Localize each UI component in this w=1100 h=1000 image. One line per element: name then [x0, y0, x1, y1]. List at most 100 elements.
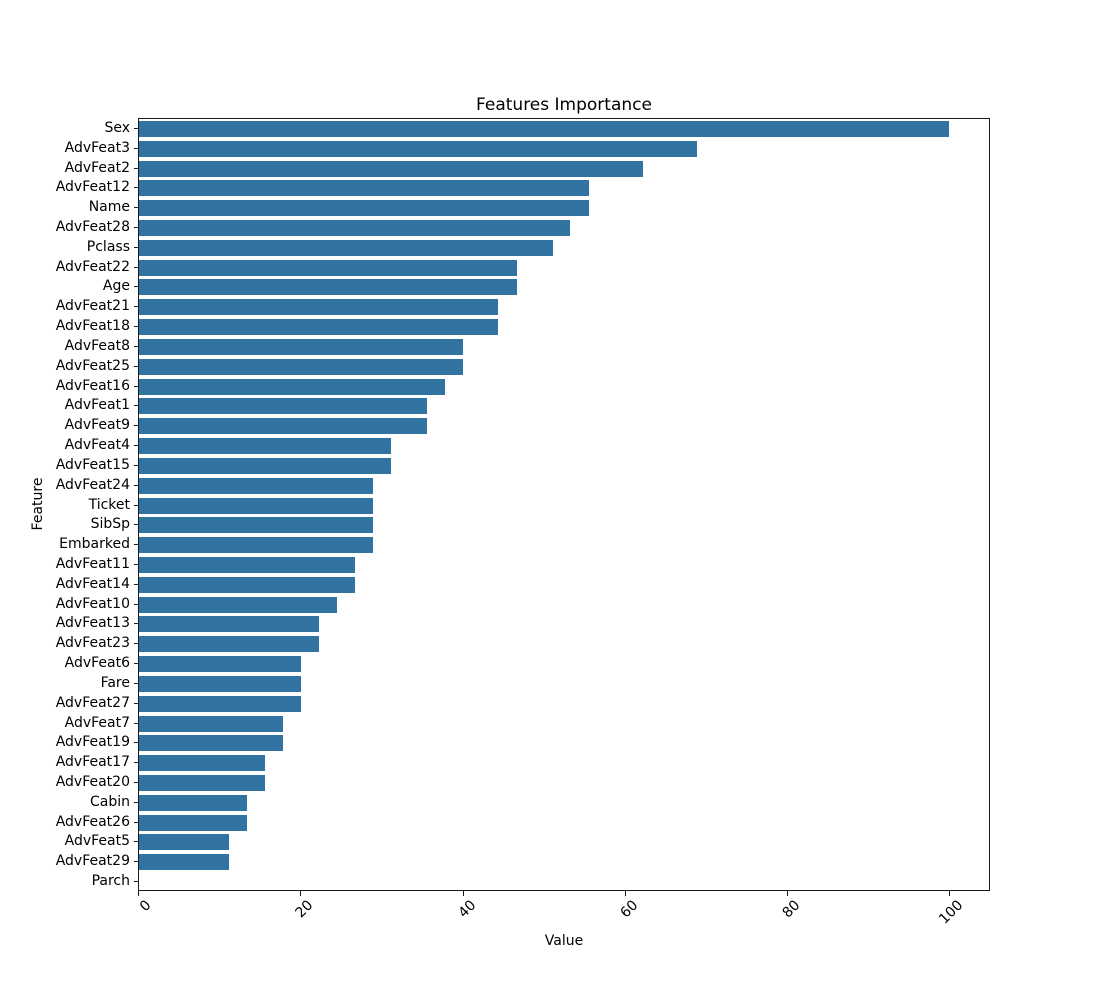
- x-tick-mark: [300, 891, 302, 896]
- y-tick-mark: [134, 801, 138, 803]
- y-tick-label: SibSp: [90, 516, 130, 533]
- y-tick-mark: [134, 663, 138, 665]
- x-tick-label: 80: [779, 897, 804, 922]
- x-tick-mark: [787, 891, 789, 896]
- y-tick-label: AdvFeat22: [55, 258, 130, 275]
- bar: [139, 180, 590, 197]
- bar: [139, 556, 356, 573]
- y-tick-label: AdvFeat27: [55, 694, 130, 711]
- y-tick-label: AdvFeat10: [55, 595, 130, 612]
- bar: [139, 160, 643, 177]
- bar: [139, 358, 463, 375]
- y-tick-mark: [134, 881, 138, 883]
- y-tick-label: AdvFeat1: [64, 397, 130, 414]
- bar: [139, 537, 373, 554]
- y-tick-mark: [134, 445, 138, 447]
- y-tick-mark: [134, 246, 138, 248]
- y-tick-mark: [134, 623, 138, 625]
- y-tick-mark: [134, 326, 138, 328]
- x-tick-mark: [624, 891, 626, 896]
- bar: [139, 656, 301, 673]
- bar: [139, 616, 319, 633]
- bar: [139, 695, 301, 712]
- bar: [139, 675, 301, 692]
- y-tick-mark: [134, 345, 138, 347]
- bar: [139, 854, 229, 871]
- y-tick-mark: [134, 722, 138, 724]
- y-tick-label: Pclass: [86, 238, 130, 255]
- y-tick-label: AdvFeat6: [64, 655, 130, 672]
- bar: [139, 814, 247, 831]
- y-tick-mark: [134, 147, 138, 149]
- y-tick-label: AdvFeat2: [64, 159, 130, 176]
- y-tick-mark: [134, 385, 138, 387]
- y-tick-label: AdvFeat26: [55, 813, 130, 830]
- bar: [139, 794, 247, 811]
- x-tick-mark: [138, 891, 139, 896]
- y-tick-label: AdvFeat12: [55, 179, 130, 196]
- y-tick-label: Ticket: [88, 496, 130, 513]
- bar: [139, 200, 590, 217]
- bar: [139, 120, 949, 137]
- y-tick-mark: [134, 841, 138, 843]
- bar: [139, 338, 463, 355]
- y-tick-mark: [134, 682, 138, 684]
- y-tick-mark: [134, 484, 138, 486]
- bar: [139, 636, 319, 653]
- y-tick-label: AdvFeat19: [55, 734, 130, 751]
- y-tick-label: Fare: [100, 674, 130, 691]
- y-tick-mark: [134, 563, 138, 565]
- y-tick-mark: [134, 167, 138, 169]
- bar: [139, 477, 373, 494]
- bar: [139, 438, 391, 455]
- bar: [139, 755, 266, 772]
- y-tick-label: AdvFeat7: [64, 714, 130, 731]
- y-tick-label: AdvFeat3: [64, 139, 130, 156]
- x-tick-label: 0: [136, 897, 155, 915]
- y-tick-label: AdvFeat17: [55, 754, 130, 771]
- bar: [139, 576, 356, 593]
- bar: [139, 517, 373, 534]
- y-tick-mark: [134, 702, 138, 704]
- bar: [139, 774, 266, 791]
- bar: [139, 319, 499, 336]
- y-tick-mark: [134, 464, 138, 466]
- x-axis-label: Value: [544, 933, 584, 949]
- y-tick-label: AdvFeat5: [64, 833, 130, 850]
- bar: [139, 220, 571, 236]
- y-tick-mark: [134, 286, 138, 288]
- y-tick-label: AdvFeat23: [55, 635, 130, 652]
- y-tick-label: AdvFeat25: [55, 357, 130, 374]
- y-tick-mark: [134, 227, 138, 228]
- y-tick-mark: [134, 583, 138, 585]
- y-tick-label: AdvFeat13: [55, 615, 130, 632]
- x-tick-mark: [462, 891, 464, 896]
- y-tick-mark: [134, 742, 138, 744]
- y-tick-mark: [134, 405, 138, 407]
- y-tick-mark: [134, 365, 138, 367]
- y-tick-label: Embarked: [59, 536, 130, 553]
- y-tick-mark: [134, 207, 138, 209]
- x-tick-label: 60: [617, 897, 642, 922]
- y-tick-mark: [134, 127, 138, 129]
- y-tick-label: AdvFeat29: [55, 853, 130, 870]
- y-tick-mark: [134, 524, 138, 526]
- y-tick-mark: [134, 544, 138, 546]
- bar: [139, 735, 284, 752]
- y-tick-label: Age: [102, 278, 130, 295]
- y-tick-label: AdvFeat16: [55, 377, 130, 394]
- y-tick-label: Cabin: [89, 793, 130, 810]
- y-tick-label: AdvFeat8: [64, 337, 130, 354]
- y-tick-label: AdvFeat18: [55, 318, 130, 335]
- y-axis-tick-labels: Sex AdvFeat3 AdvFeat2 AdvFeat12 Name AdvFeat2…: [0, 118, 130, 891]
- y-tick-mark: [134, 306, 138, 308]
- y-tick-label: AdvFeat21: [55, 298, 130, 315]
- bar: [139, 259, 518, 276]
- y-tick-label: AdvFeat15: [55, 456, 130, 473]
- y-tick-label: Name: [88, 199, 130, 216]
- bar: [139, 596, 337, 613]
- plot-area: [138, 118, 990, 891]
- y-tick-label: AdvFeat11: [55, 555, 130, 572]
- y-tick-label: AdvFeat14: [55, 575, 130, 592]
